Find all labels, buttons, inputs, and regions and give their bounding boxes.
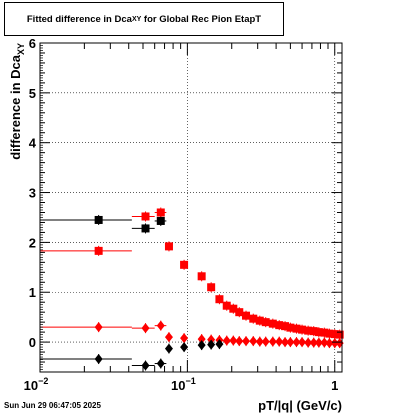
grid bbox=[39, 42, 342, 372]
data-point-square bbox=[261, 318, 270, 327]
y-axis-title: difference in DcaXY bbox=[8, 43, 26, 160]
data-point-square bbox=[235, 308, 244, 317]
timestamp: Sun Jun 29 06:47:05 2025 bbox=[4, 401, 101, 410]
data-point-diamond bbox=[141, 360, 150, 371]
data-point-square bbox=[320, 328, 329, 337]
data-point-square bbox=[335, 330, 344, 339]
data-point-square bbox=[141, 212, 150, 221]
data-point-diamond bbox=[261, 336, 270, 347]
data-point-square bbox=[268, 319, 277, 328]
data-point-diamond bbox=[249, 336, 258, 347]
data-point-diamond bbox=[292, 337, 301, 348]
data-point-square bbox=[207, 283, 216, 292]
title-subscript: XY bbox=[131, 15, 142, 23]
x-tick-label-base: 10 bbox=[171, 378, 185, 393]
x-tick-label-exponent: −1 bbox=[185, 376, 195, 386]
data-point-diamond bbox=[164, 343, 173, 354]
data-point-diamond bbox=[180, 342, 189, 353]
data-point-diamond bbox=[156, 320, 165, 331]
data-point-diamond bbox=[298, 337, 307, 348]
x-axis-title: pT/|q| (GeV/c) bbox=[258, 398, 342, 413]
data-point-square bbox=[292, 324, 301, 333]
data-point-diamond bbox=[197, 340, 206, 351]
data-point-square bbox=[255, 316, 264, 325]
data-point-square bbox=[242, 311, 251, 320]
y-tick-label: 6 bbox=[29, 36, 36, 51]
y-tick-label: 2 bbox=[29, 235, 36, 250]
data-point-diamond bbox=[268, 336, 277, 347]
chart-title: Fitted difference in Dca XY for Global Re… bbox=[4, 2, 284, 36]
data-point-diamond bbox=[141, 323, 150, 334]
data-point-diamond bbox=[309, 337, 318, 348]
y-tick-label: 4 bbox=[29, 136, 37, 151]
data-point-diamond bbox=[320, 337, 329, 348]
y-tick-label: 5 bbox=[29, 86, 36, 101]
data-point-diamond bbox=[94, 354, 103, 365]
data-point-square bbox=[325, 329, 334, 338]
data-point-diamond bbox=[215, 339, 224, 350]
data-point-square bbox=[229, 304, 238, 313]
data-point-diamond bbox=[286, 337, 295, 348]
title-tail: for Global Rec Pion EtapT bbox=[141, 13, 262, 25]
x-tick-label-base: 10 bbox=[24, 378, 38, 393]
data-point-diamond bbox=[304, 337, 313, 348]
data-point-square bbox=[314, 328, 323, 337]
data-point-diamond bbox=[156, 358, 165, 369]
y-axis-title-sub: XY bbox=[16, 43, 26, 55]
data-point-square bbox=[141, 224, 150, 233]
data-point-square bbox=[330, 330, 339, 339]
data-point-diamond bbox=[275, 336, 284, 347]
x-tick-label-base: 1 bbox=[331, 378, 338, 393]
data-point-square bbox=[156, 216, 165, 225]
data-point-square bbox=[281, 322, 290, 331]
data-point-diamond bbox=[164, 332, 173, 343]
data-point-diamond bbox=[222, 335, 231, 346]
data-point-diamond bbox=[180, 333, 189, 344]
data-point-diamond bbox=[242, 336, 251, 347]
data-point-square bbox=[249, 314, 258, 323]
y-axis-title-main: difference in Dca bbox=[8, 54, 23, 160]
data-point-square bbox=[164, 242, 173, 251]
data-point-square bbox=[304, 326, 313, 335]
data-point-diamond bbox=[235, 336, 244, 347]
data-point-diamond bbox=[330, 338, 339, 349]
data-point-diamond bbox=[255, 336, 264, 347]
x-tick-label-exponent: −2 bbox=[38, 376, 48, 386]
x-tick-label: 1 bbox=[331, 378, 338, 393]
data-point-diamond bbox=[281, 337, 290, 348]
data-markers bbox=[94, 208, 344, 371]
data-point-diamond bbox=[197, 334, 206, 345]
plot-frame bbox=[39, 42, 343, 373]
data-point-square bbox=[309, 327, 318, 336]
data-point-square bbox=[197, 272, 206, 281]
data-point-square bbox=[156, 208, 165, 217]
data-point-square bbox=[94, 246, 103, 255]
axis-ticks bbox=[39, 42, 342, 373]
data-point-square bbox=[275, 321, 284, 330]
data-point-square bbox=[286, 323, 295, 332]
data-point-diamond bbox=[94, 322, 103, 333]
data-point-diamond bbox=[207, 339, 216, 350]
y-tick-label: 3 bbox=[29, 186, 36, 201]
x-tick-label: 10−1 bbox=[171, 376, 196, 393]
data-point-square bbox=[94, 215, 103, 224]
title-main: Fitted difference in Dca bbox=[26, 13, 132, 25]
data-point-diamond bbox=[325, 338, 334, 349]
x-tick-label: 10−2 bbox=[24, 376, 49, 393]
data-point-square bbox=[222, 301, 231, 310]
data-point-diamond bbox=[229, 335, 238, 346]
data-point-square bbox=[180, 260, 189, 269]
data-point-diamond bbox=[314, 337, 323, 348]
y-tick-label: 0 bbox=[29, 335, 36, 350]
data-point-square bbox=[215, 295, 224, 304]
data-point-square bbox=[298, 325, 307, 334]
y-tick-label: 1 bbox=[29, 285, 36, 300]
error-bars bbox=[40, 207, 341, 371]
